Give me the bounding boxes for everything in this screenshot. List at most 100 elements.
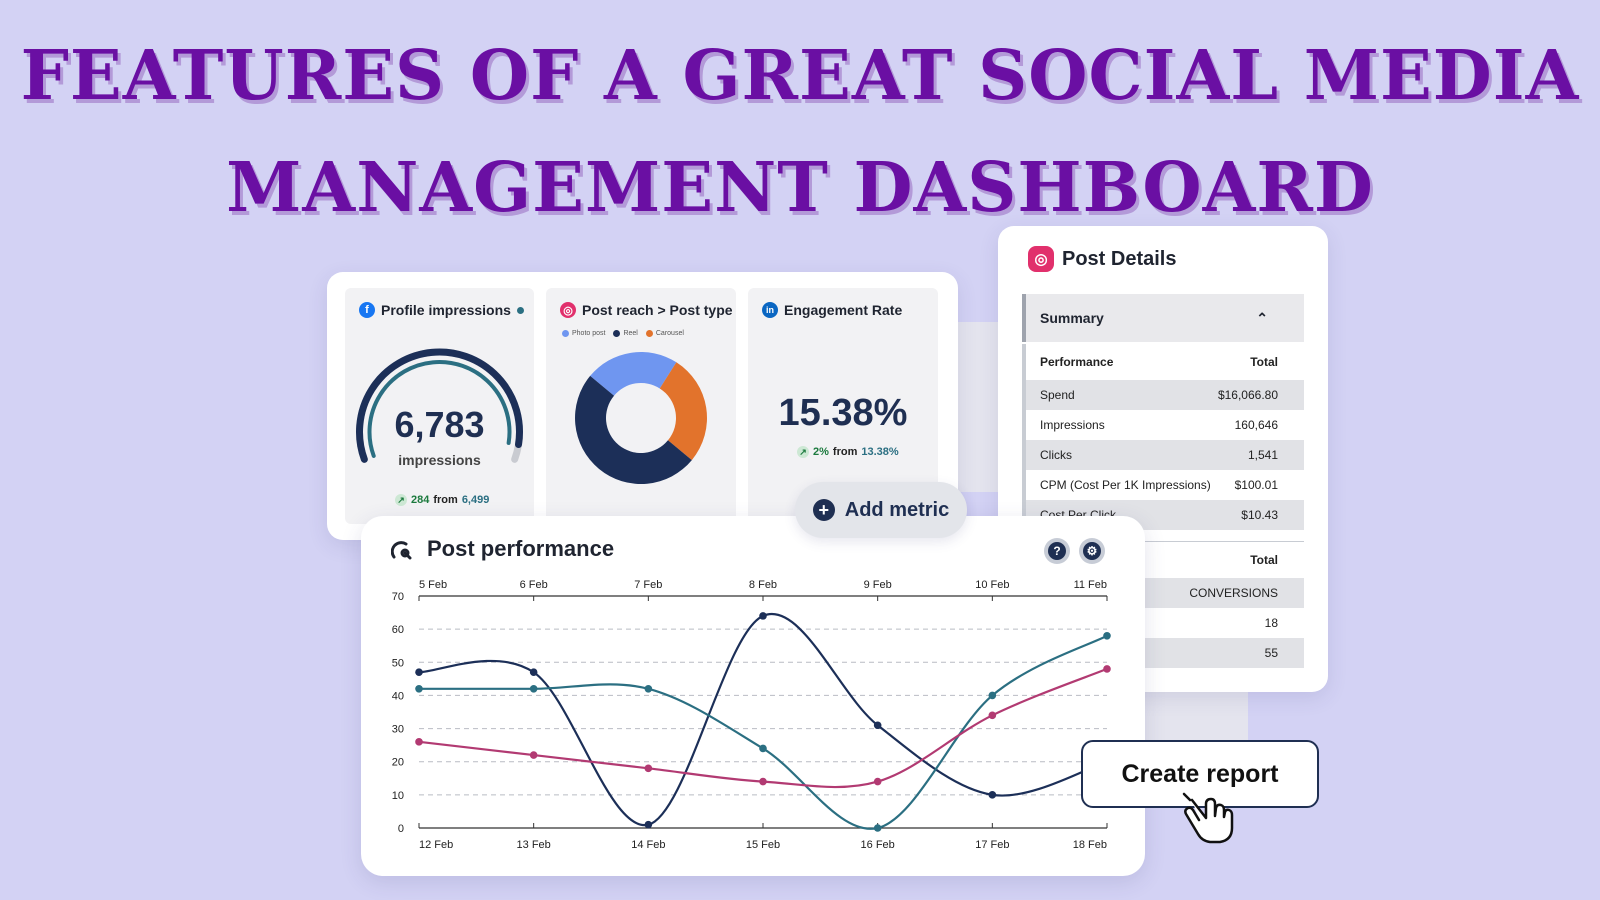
x-top-tick-label: 9 Feb — [864, 579, 892, 591]
data-point — [1103, 665, 1111, 673]
donut-slice — [659, 362, 707, 461]
data-point — [873, 777, 882, 786]
legend-item: Photo post — [562, 330, 605, 337]
headline-line-2: MANAGEMENT DASHBOARD — [226, 148, 1374, 228]
arrow-up-icon: ↗ — [797, 446, 809, 458]
data-point — [988, 711, 997, 720]
data-point — [759, 744, 767, 753]
data-point — [644, 685, 653, 693]
summary-toggle[interactable]: Summary ⌃ — [1022, 294, 1304, 342]
x-bottom-tick-label: 15 Feb — [746, 839, 780, 851]
table-row: 18 — [1264, 616, 1278, 630]
add-metric-label: Add metric — [844, 498, 950, 521]
panel-title: Post Details — [1062, 247, 1177, 270]
table-row: Spend $16,066.80 — [1026, 380, 1304, 410]
table-header: Performance Total — [1026, 344, 1304, 380]
data-point — [873, 721, 882, 730]
donut-slice — [590, 352, 677, 396]
headline-line-1: FEATURES OF A GREAT SOCIAL MEDIA — [20, 36, 1580, 116]
legend-item: Reel — [613, 330, 638, 337]
card-title: Engagement Rate — [784, 302, 903, 318]
x-bottom-tick-label: 14 Feb — [631, 839, 665, 851]
donut-legend: Photo post Reel Carousel — [562, 330, 684, 337]
gauge-fill — [356, 348, 523, 463]
backdrop-block — [958, 322, 998, 492]
card-title: Profile impressions — [381, 302, 511, 318]
summary-label: Summary — [1040, 310, 1104, 326]
series-line — [418, 612, 1108, 826]
pointer-hand-icon — [1182, 792, 1234, 844]
y-tick-label: 20 — [392, 757, 404, 769]
table-header: Total — [1250, 553, 1278, 567]
data-point — [1103, 631, 1111, 640]
column-header: Total — [1250, 355, 1278, 369]
x-top-tick-label: 8 Feb — [749, 579, 777, 591]
delta-base: 13.38% — [861, 446, 899, 458]
x-top-tick-label: 7 Feb — [634, 579, 662, 591]
linkedin-icon: in — [762, 302, 778, 318]
table-row: CPM (Cost Per 1K Impressions) $100.01 — [1040, 478, 1278, 492]
x-bottom-tick-label: 16 Feb — [861, 839, 895, 851]
post-reach-card[interactable]: ◎ Post reach > Post type Photo post Reel… — [546, 288, 736, 524]
card-title: Post reach > Post type — [582, 302, 733, 318]
data-point — [873, 824, 882, 832]
legend-item: Carousel — [645, 330, 684, 337]
panel-title: Post performance — [427, 536, 615, 561]
series-line — [418, 634, 1108, 830]
help-icon: ? — [1048, 542, 1066, 560]
y-tick-label: 30 — [392, 724, 404, 736]
instagram-icon: ◎ — [1028, 246, 1054, 272]
impressions-gauge — [356, 348, 523, 463]
gear-icon: ⚙ — [1083, 542, 1101, 560]
impressions-delta: ↗ 284 from 6,499 — [395, 494, 489, 506]
backdrop-block — [1145, 692, 1248, 740]
data-point — [759, 612, 767, 620]
data-point — [644, 764, 653, 773]
y-tick-label: 40 — [392, 690, 404, 702]
data-point — [529, 751, 538, 759]
post-details-panel: ◎ Post Details Summary ⌃ Performance Tot… — [998, 226, 1328, 692]
delta-base: 6,499 — [461, 494, 490, 506]
table-row: Impressions 160,646 — [1040, 418, 1278, 432]
engagement-delta: ↗ 2% from 13.38% — [797, 446, 899, 458]
data-point — [415, 738, 423, 746]
delta-from: from — [433, 494, 458, 506]
y-tick-label: 70 — [392, 591, 404, 603]
create-report-button[interactable]: Create report — [1081, 740, 1319, 808]
x-top-tick-label: 5 Feb — [419, 579, 447, 591]
data-point — [529, 668, 538, 677]
data-point — [529, 685, 538, 693]
create-report-label: Create report — [1121, 759, 1279, 788]
y-tick-label: 50 — [392, 657, 404, 669]
delta-from: from — [832, 446, 858, 458]
add-metric-button[interactable]: + Add metric — [795, 482, 967, 538]
performance-chart: 0 10 20 30 40 50 60 70 5 Feb 6 Feb 7 Feb 8 Feb 9 Feb… — [392, 579, 1111, 851]
arrow-up-icon: ↗ — [395, 494, 407, 506]
help-button[interactable]: ? — [1044, 538, 1070, 564]
post-performance-panel: Post performance ? ⚙ 0 10 20 30 40 50 60 70 5 Fe… — [361, 516, 1145, 876]
settings-button[interactable]: ⚙ — [1079, 538, 1105, 564]
delta-value: 284 — [411, 494, 430, 506]
facebook-icon: f — [359, 302, 375, 318]
x-bottom-tick-label: 18 Feb — [1073, 839, 1107, 851]
divider — [1026, 530, 1304, 542]
status-dot — [516, 306, 524, 314]
y-tick-label: 0 — [398, 823, 404, 835]
instagram-icon: ◎ — [560, 302, 576, 318]
y-tick-label: 10 — [392, 790, 404, 802]
x-top-tick-label: 6 Feb — [520, 579, 548, 591]
post-type-donut — [575, 352, 707, 484]
profile-impressions-card[interactable]: f Profile impressions 6,783 impressions … — [345, 288, 534, 524]
x-bottom-tick-label: 17 Feb — [975, 839, 1009, 851]
metrics-panel: f Profile impressions 6,783 impressions … — [327, 272, 958, 540]
x-top-tick-label: 10 Feb — [975, 579, 1009, 591]
data-point — [988, 791, 997, 799]
x-bottom-tick-label: 13 Feb — [517, 839, 551, 851]
x-top-tick-label: 11 Feb — [1074, 579, 1107, 591]
gauge-inner-arc — [367, 360, 512, 458]
impressions-unit: impressions — [398, 452, 481, 468]
data-point — [415, 668, 423, 677]
engagement-value: 15.38% — [778, 392, 908, 434]
donut-slice — [575, 375, 692, 484]
x-bottom-tick-label: 12 Feb — [419, 839, 453, 851]
